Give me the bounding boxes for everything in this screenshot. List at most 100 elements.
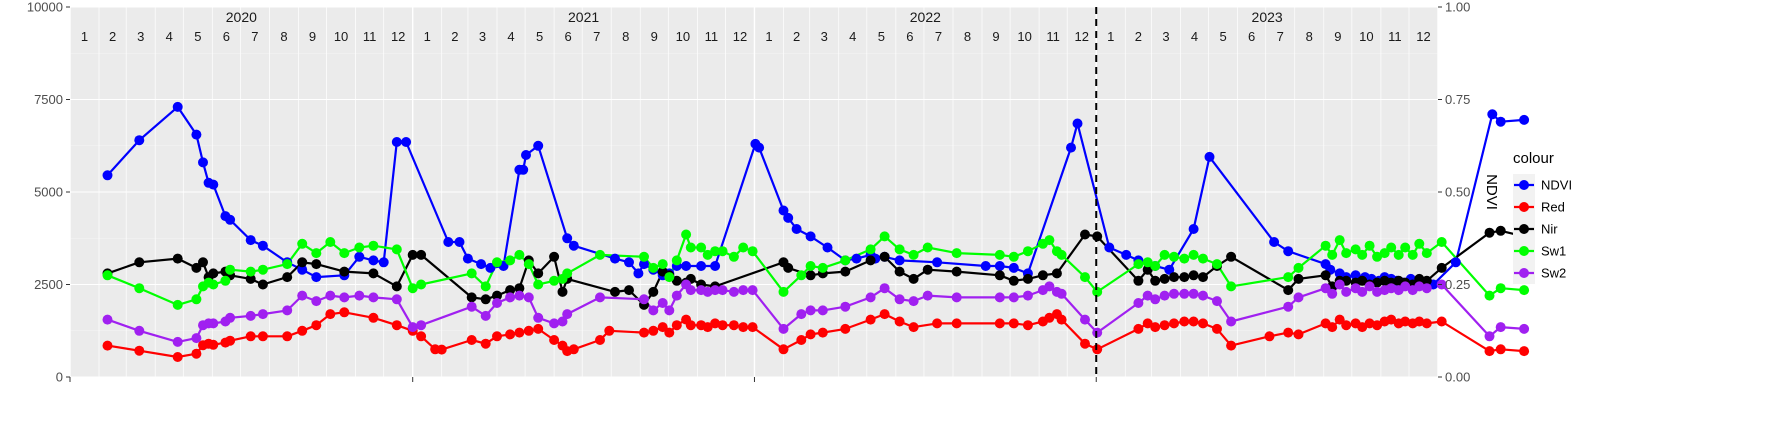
- data-point-ndvi: [257, 240, 268, 251]
- data-point-nir: [951, 266, 962, 277]
- right-axis-tick-label: 1.00: [1445, 0, 1470, 15]
- data-point-sw2: [738, 285, 749, 296]
- data-point-red: [1080, 338, 1090, 349]
- data-point-sw2: [648, 305, 659, 316]
- month-label: 8: [1306, 29, 1313, 44]
- data-point-ndvi: [518, 164, 529, 175]
- data-point-sw2: [1341, 286, 1352, 297]
- data-point-sw1: [1022, 246, 1033, 257]
- data-point-nir: [368, 268, 379, 279]
- data-point-red: [1436, 316, 1447, 327]
- data-point-sw1: [466, 268, 477, 279]
- data-point-red: [505, 329, 516, 340]
- data-point-sw2: [710, 285, 721, 296]
- data-point-ndvi: [805, 231, 816, 242]
- data-point-sw1: [1283, 272, 1294, 283]
- data-point-ndvi: [1519, 114, 1530, 125]
- data-point-nir: [1179, 272, 1190, 283]
- data-point-sw1: [805, 261, 816, 271]
- data-point-nir: [297, 257, 308, 268]
- data-point-sw2: [728, 286, 739, 297]
- data-point-ndvi: [443, 237, 454, 247]
- data-point-sw2: [562, 309, 573, 320]
- data-point-red: [1044, 312, 1055, 323]
- data-point-nir: [339, 266, 350, 277]
- data-point-sw2: [1169, 288, 1179, 299]
- data-point-sw1: [1421, 248, 1432, 259]
- data-point-red: [1159, 320, 1170, 331]
- data-point-sw1: [1386, 242, 1397, 253]
- data-point-sw2: [1159, 290, 1170, 301]
- data-point-red: [1484, 346, 1495, 357]
- data-point-sw2: [297, 290, 308, 301]
- month-label: 1: [765, 29, 772, 44]
- data-point-ndvi: [245, 235, 256, 246]
- data-point-sw2: [671, 290, 682, 301]
- data-point-red: [436, 344, 447, 355]
- data-point-red: [297, 325, 308, 336]
- data-point-nir: [1421, 275, 1432, 286]
- data-point-sw2: [894, 294, 905, 305]
- data-point-sw1: [1327, 249, 1338, 260]
- data-point-red: [1188, 316, 1199, 327]
- data-point-sw2: [865, 292, 876, 303]
- data-point-sw1: [1008, 251, 1019, 262]
- data-point-sw1: [407, 283, 418, 294]
- data-point-sw1: [191, 294, 202, 305]
- data-point-nir: [1495, 225, 1506, 236]
- data-point-sw1: [796, 270, 807, 281]
- data-point-red: [1179, 316, 1190, 327]
- year-label: 2023: [1252, 9, 1283, 25]
- data-point-sw1: [1159, 249, 1170, 260]
- data-point-sw1: [639, 251, 649, 262]
- data-point-nir: [1484, 227, 1495, 238]
- data-point-red: [1357, 322, 1368, 333]
- data-point-sw1: [220, 275, 231, 286]
- data-point-sw2: [1008, 292, 1019, 303]
- data-point-sw1: [648, 262, 659, 273]
- data-point-sw2: [368, 292, 379, 303]
- data-point-ndvi: [1066, 142, 1076, 153]
- data-point-sw1: [1293, 262, 1304, 273]
- data-point-sw1: [368, 240, 379, 251]
- data-point-nir: [994, 270, 1005, 281]
- data-point-sw1: [840, 255, 851, 266]
- data-point-red: [208, 339, 219, 350]
- data-point-nir: [1357, 275, 1368, 286]
- legend-label-sw2: Sw2: [1541, 266, 1566, 281]
- data-point-nir: [1293, 273, 1304, 284]
- data-point-sw1: [681, 229, 692, 240]
- data-point-nir: [416, 249, 427, 260]
- data-point-ndvi: [311, 272, 322, 283]
- data-point-ndvi: [1350, 270, 1361, 281]
- data-point-sw2: [1150, 294, 1161, 305]
- data-point-ndvi: [894, 255, 905, 266]
- data-point-ndvi: [932, 257, 943, 268]
- data-point-sw2: [533, 312, 544, 323]
- data-point-sw1: [1080, 272, 1090, 283]
- data-point-ndvi: [696, 261, 707, 271]
- data-point-red: [1150, 322, 1161, 333]
- data-point-nir: [1283, 285, 1294, 296]
- data-point-sw1: [1092, 286, 1103, 297]
- data-point-nir: [1320, 270, 1331, 281]
- data-point-red: [710, 318, 721, 329]
- data-point-red: [1198, 318, 1208, 329]
- data-point-sw1: [492, 257, 502, 268]
- data-point-ndvi: [610, 253, 620, 264]
- data-point-sw2: [1198, 290, 1208, 301]
- data-point-red: [1519, 346, 1530, 357]
- month-label: 10: [676, 29, 690, 44]
- data-point-sw1: [172, 299, 183, 310]
- data-point-sw1: [1320, 240, 1331, 251]
- data-point-red: [282, 331, 293, 342]
- data-point-sw1: [505, 255, 516, 266]
- month-label: 6: [1248, 29, 1255, 44]
- data-point-sw2: [805, 305, 816, 316]
- data-point-red: [1364, 318, 1375, 329]
- right-y-axis: 0.00 0.25 0.50 0.75 1.00: [1438, 0, 1470, 385]
- data-point-ndvi: [533, 140, 544, 151]
- month-label: 3: [821, 29, 828, 44]
- data-point-nir: [865, 255, 876, 266]
